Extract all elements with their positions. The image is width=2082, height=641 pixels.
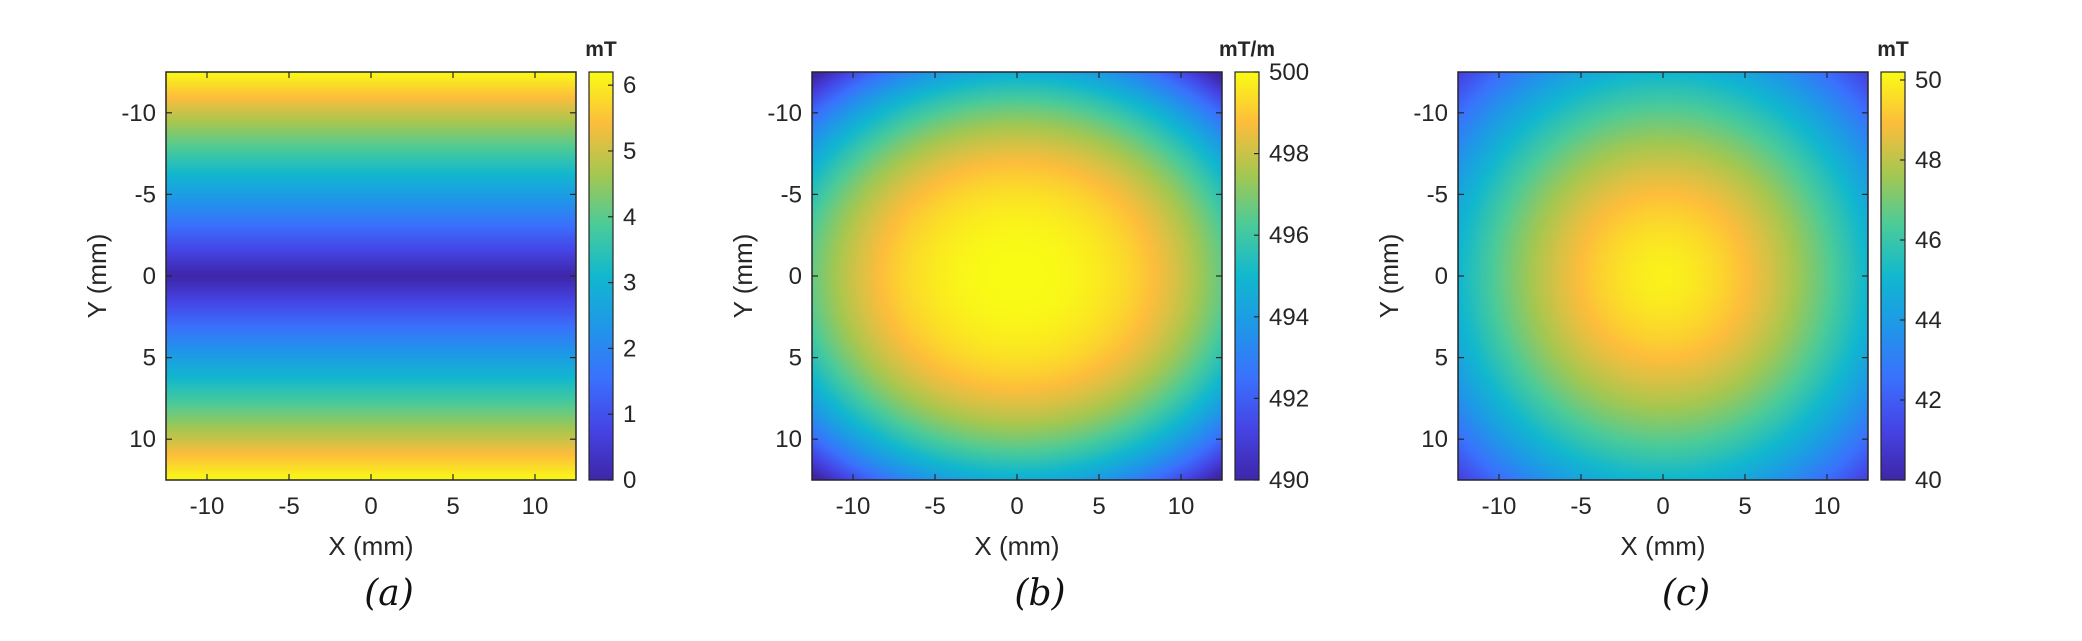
xlabel-a: X (mm) (328, 531, 413, 561)
colorbar-tick-label-c: 48 (1915, 147, 1942, 174)
xtick-label-b: 0 (1010, 493, 1023, 520)
ytick-label-b: -10 (767, 100, 802, 127)
ytick-label-c: -10 (1413, 100, 1448, 127)
ytick-label-c: 10 (1421, 426, 1448, 453)
colorbar-tick-label-a: 2 (623, 335, 636, 362)
colorbar-unit-a: mT (585, 38, 617, 61)
colorbar-tick-label-b: 490 (1269, 467, 1309, 494)
xtick-label-c: 5 (1738, 493, 1751, 520)
xtick-label-a: 0 (364, 493, 377, 520)
colorbar-tick-label-c: 44 (1915, 307, 1942, 334)
colorbar-tick-label-c: 40 (1915, 467, 1942, 494)
colorbar-c (1880, 71, 1906, 481)
ytick-label-a: 5 (143, 345, 156, 372)
colorbar-tick-label-c: 50 (1915, 67, 1942, 94)
ylabel-c: Y (mm) (1374, 234, 1404, 319)
colorbar-tick-label-a: 3 (623, 270, 636, 297)
xtick-label-a: 5 (446, 493, 459, 520)
colorbar-tick-label-b: 492 (1269, 385, 1309, 412)
xtick-label-b: 5 (1092, 493, 1105, 520)
heatmap-b (812, 72, 1222, 480)
ytick-label-c: 0 (1435, 263, 1448, 290)
colorbar-tick-label-b: 500 (1269, 59, 1309, 86)
xtick-label-b: 10 (1168, 493, 1195, 520)
xlabel-b: X (mm) (974, 531, 1059, 561)
ytick-label-b: 0 (789, 263, 802, 290)
colorbar-tick-label-a: 1 (623, 401, 636, 428)
colorbar-unit-c: mT (1877, 38, 1909, 61)
colorbar-tick-label-a: 4 (623, 204, 636, 231)
colorbar-tick-label-b: 494 (1269, 304, 1309, 331)
xtick-label-c: 10 (1814, 493, 1841, 520)
colorbar-tick-label-a: 0 (623, 467, 636, 494)
heatmap-a (166, 72, 576, 480)
ytick-label-a: -10 (121, 100, 156, 127)
colorbar-tick-label-b: 496 (1269, 222, 1309, 249)
ytick-label-b: -5 (781, 181, 802, 208)
colorbar-tick-label-c: 46 (1915, 227, 1942, 254)
ylabel-a: Y (mm) (82, 234, 112, 319)
panel-b: -10 -5 0 5 10 -10 -5 0 5 10 X (mm) Y (mm) (b) 490… (728, 38, 1309, 614)
ytick-label-a: 10 (129, 426, 156, 453)
xlabel-c: X (mm) (1620, 531, 1705, 561)
xtick-label-b: -10 (836, 493, 871, 520)
xtick-label-a: 10 (522, 493, 549, 520)
xtick-label-a: -10 (190, 493, 225, 520)
panel-a: -10 -5 0 5 10 -10 -5 0 5 10 X (mm) Y (mm) (a) 0 1 2… (82, 38, 636, 614)
xtick-label-b: -5 (924, 493, 945, 520)
heatmap-c (1458, 72, 1868, 480)
xtick-label-c: 0 (1656, 493, 1669, 520)
caption-c: (c) (1662, 573, 1710, 614)
caption-b: (b) (1014, 573, 1065, 614)
colorbar-b (1234, 71, 1260, 481)
colorbar-unit-b: mT/m (1219, 38, 1275, 61)
colorbar-tick-label-b: 498 (1269, 141, 1309, 168)
ytick-label-a: 0 (143, 263, 156, 290)
colorbar-a (588, 71, 614, 481)
colorbar-tick-label-c: 42 (1915, 387, 1942, 414)
caption-a: (a) (364, 573, 414, 614)
ytick-label-c: -5 (1427, 181, 1448, 208)
colorbar-tick-label-a: 6 (623, 72, 636, 99)
colorbar-tick-label-a: 5 (623, 138, 636, 165)
xtick-label-c: -5 (1570, 493, 1591, 520)
ylabel-b: Y (mm) (728, 234, 758, 319)
ytick-label-a: -5 (135, 181, 156, 208)
ytick-label-c: 5 (1435, 345, 1448, 372)
ytick-label-b: 10 (775, 426, 802, 453)
xtick-label-a: -5 (278, 493, 299, 520)
ytick-label-b: 5 (789, 345, 802, 372)
xtick-label-c: -10 (1482, 493, 1517, 520)
panel-c: -10 -5 0 5 10 -10 -5 0 5 10 X (mm) Y (mm) (c) 40 4… (1374, 38, 1942, 614)
